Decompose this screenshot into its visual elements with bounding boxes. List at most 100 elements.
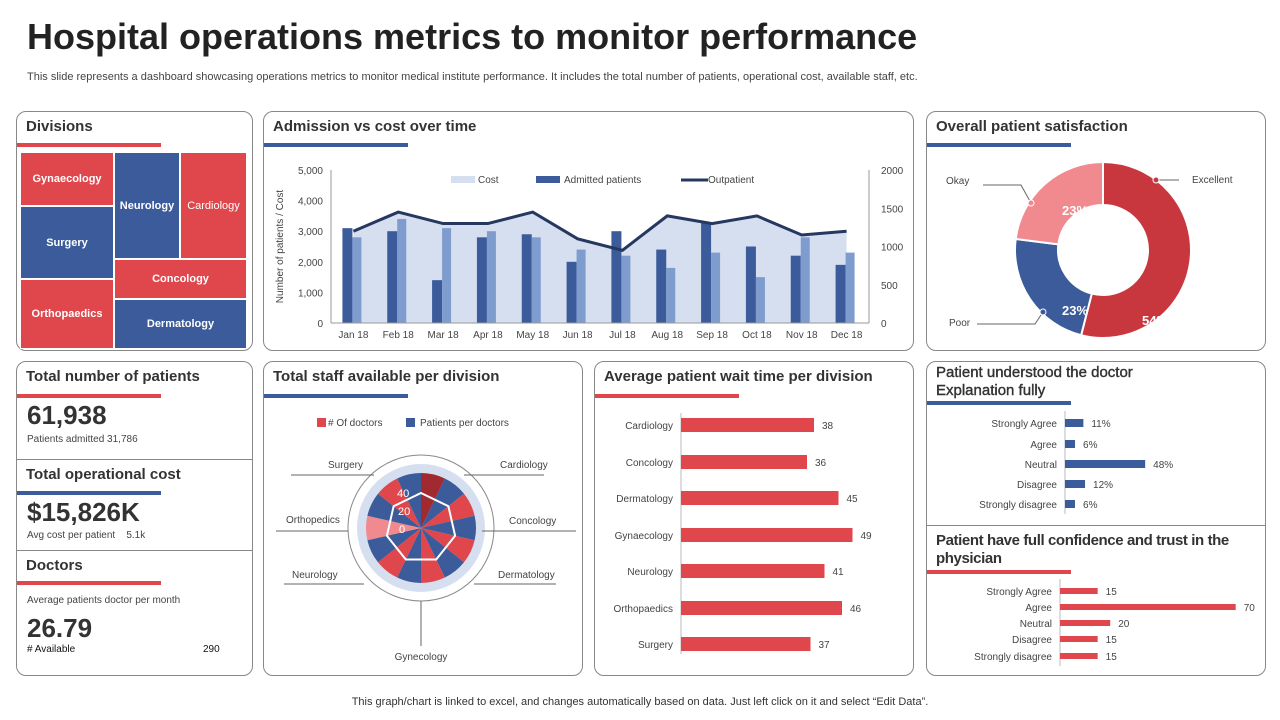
understood-bar	[1065, 460, 1146, 468]
confidence-bar	[1060, 653, 1098, 659]
polar-wedge	[421, 515, 476, 541]
patients-admitted-label: Patients admitted	[27, 434, 105, 445]
divider	[17, 550, 252, 551]
wait-value-label: 49	[861, 531, 873, 542]
wait-category-label: Cardiology	[625, 421, 673, 432]
patients-admitted: Patients admitted 31,786	[27, 434, 138, 445]
avg-cost-label: Avg cost per patient	[27, 530, 116, 541]
x-tick-label: Jul 18	[609, 330, 636, 341]
division-neurology[interactable]: Neurology	[114, 152, 180, 259]
divider	[17, 459, 252, 460]
y2-tick-label: 2000	[881, 166, 904, 177]
patients-title: Total number of patients	[26, 368, 200, 385]
confidence-value-label: 15	[1106, 652, 1118, 663]
leader-line	[977, 311, 1044, 325]
slice-value-label: 54%	[1142, 313, 1168, 328]
confidence-value-label: 15	[1106, 635, 1118, 646]
y-tick-label: 4,000	[298, 197, 323, 208]
secondary-bar	[666, 267, 676, 323]
wait-value-label: 46	[850, 604, 862, 615]
confidence-value-label: 70	[1244, 603, 1256, 614]
admitted-bar	[566, 261, 577, 323]
marker	[1039, 308, 1047, 316]
wait-bar	[681, 564, 825, 578]
understood-bar	[1065, 440, 1076, 448]
category-label: Neurology	[292, 570, 338, 581]
understood-category-label: Disagree	[1017, 480, 1057, 491]
wait-category-label: Neurology	[627, 567, 673, 578]
wait-bar	[681, 637, 811, 651]
staff-radar-chart: # Of doctors Patients per doctors 0 20 40 Car…	[276, 418, 576, 663]
category-label: Concology	[509, 516, 556, 527]
available-value: 290	[203, 644, 220, 655]
division-concology[interactable]: Concology	[114, 259, 247, 299]
radar-gridline	[385, 491, 457, 561]
wait-bar	[681, 528, 853, 542]
wait-value-label: 37	[819, 640, 831, 651]
wait-value-label: 45	[847, 494, 859, 505]
satisfaction-title: Overall patient satisfaction	[936, 118, 1128, 135]
slice-excellent	[1079, 160, 1192, 339]
confidence-bar	[1060, 588, 1098, 594]
division-surgery[interactable]: Surgery	[20, 206, 114, 279]
footer-note: This graph/chart is linked to excel, and…	[351, 696, 929, 708]
radial-tick-label: 20	[398, 506, 410, 518]
satisfaction-panel: Overall patient satisfaction 54% 23% 23% Ex…	[926, 111, 1266, 351]
division-gynaecology[interactable]: Gynaecology	[20, 152, 114, 206]
staff-title: Total staff available per division	[273, 368, 500, 385]
x-tick-label: Apr 18	[473, 330, 503, 341]
understood-value-label: 6%	[1083, 500, 1098, 511]
admitted-bar	[656, 249, 667, 323]
page-title: Hospital operations metrics to monitor p…	[27, 16, 918, 57]
slice-okay	[1014, 160, 1104, 246]
wait-bar-chart: Cardiology 38 Concology 36 Dermatology 45 Gyna…	[614, 413, 873, 654]
cost-area	[353, 211, 847, 323]
understood-bar	[1065, 480, 1086, 488]
confidence-title: Patient have full confidence and trust i…	[936, 532, 1229, 567]
wait-category-label: Concology	[626, 458, 673, 469]
slice-value-label: 23%	[1062, 303, 1088, 318]
label-excellent: Excellent	[1192, 175, 1233, 186]
available-label: # Available	[27, 644, 76, 655]
confidence-category-label: Strongly Agree	[986, 587, 1052, 598]
x-tick-label: Mar 18	[428, 330, 460, 341]
division-dermatology[interactable]: Dermatology	[114, 299, 247, 349]
admitted-bar	[790, 255, 801, 323]
wait-panel: Average patient wait time per division C…	[594, 361, 914, 676]
category-label: Dermatology	[498, 570, 555, 581]
category-label: Surgery	[328, 460, 363, 471]
secondary-bar	[800, 237, 810, 323]
divisions-panel: Divisions Gynaecology Surgery Orthopaedi…	[16, 111, 253, 351]
legend-doctors-swatch	[317, 418, 326, 427]
y-tick-label: 5,000	[298, 166, 323, 177]
confidence-bar	[1060, 636, 1098, 642]
title-underline	[17, 143, 161, 147]
understood-category-label: Neutral	[1025, 460, 1057, 471]
confidence-bar	[1060, 604, 1236, 610]
title-underline	[927, 401, 1071, 405]
understood-title: Patient understood the doctor Explanatio…	[936, 364, 1133, 399]
x-tick-label: Sep 18	[696, 330, 728, 341]
admission-title: Admission vs cost over time	[273, 118, 477, 135]
wait-bar	[681, 601, 842, 615]
staff-panel: Total staff available per division # Of …	[263, 361, 583, 676]
division-orthopaedics[interactable]: Orthopaedics	[20, 279, 114, 349]
marker	[1152, 176, 1160, 184]
cost-title: Total operational cost	[26, 466, 181, 483]
secondary-bar	[352, 237, 362, 323]
x-tick-label: Dec 18	[831, 330, 863, 341]
confidence-category-label: Disagree	[1012, 635, 1052, 646]
division-cardiology[interactable]: Cardiology	[180, 152, 247, 259]
confidence-value-label: 15	[1106, 587, 1118, 598]
y2-tick-label: 1000	[881, 243, 904, 254]
wait-bar	[681, 491, 839, 505]
polar-wedge	[421, 473, 445, 528]
satisfaction-donut: 54% 23% 23% Excellent Poor Okay	[946, 160, 1233, 339]
polar-wedge	[397, 473, 421, 528]
polar-wedge	[366, 515, 421, 541]
secondary-bar	[576, 249, 586, 323]
divider	[927, 525, 1265, 526]
secondary-bar	[755, 277, 765, 323]
legend-cost-swatch	[451, 176, 475, 183]
secondary-bar	[531, 237, 541, 323]
